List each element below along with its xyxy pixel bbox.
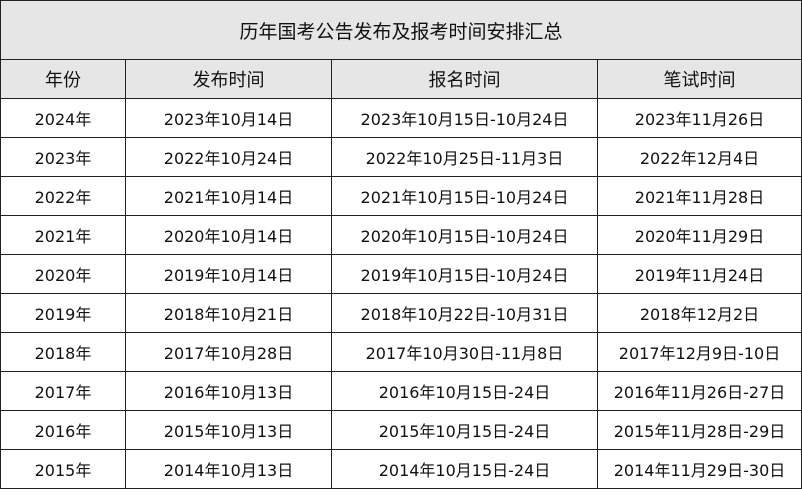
cell-year: 2021年 (0, 215, 126, 255)
cell-exam-date: 2015年11月28日-29日 (596, 410, 802, 450)
table-row: 2016年 2015年10月13日 2015年10月15日-24日 2015年11月2… (0, 410, 802, 450)
table-title: 历年国考公告发布及报考时间安排汇总 (0, 0, 802, 60)
cell-registration-period: 2014年10月15日-24日 (331, 449, 598, 489)
header-row: 年份 发布时间 报名时间 笔试时间 (0, 59, 802, 99)
cell-registration-period: 2015年10月15日-24日 (331, 410, 598, 450)
title-row: 历年国考公告发布及报考时间安排汇总 (0, 0, 802, 60)
cell-exam-date: 2023年11月26日 (596, 98, 802, 138)
cell-registration-period: 2018年10月22日-10月31日 (331, 293, 598, 333)
cell-registration-period: 2023年10月15日-10月24日 (331, 98, 598, 138)
table-row: 2015年 2014年10月13日 2014年10月15日-24日 2014年11月2… (0, 449, 802, 489)
cell-registration-period: 2021年10月15日-10月24日 (331, 176, 598, 216)
cell-exam-date: 2014年11月29日-30日 (596, 449, 802, 489)
cell-registration-period: 2017年10月30日-11月8日 (331, 332, 598, 372)
cell-year: 2017年 (0, 371, 126, 411)
table-row: 2019年 2018年10月21日 2018年10月22日-10月31日 2018年1… (0, 293, 802, 333)
cell-year: 2023年 (0, 137, 126, 177)
cell-year: 2024年 (0, 98, 126, 138)
cell-exam-date: 2022年12月4日 (596, 137, 802, 177)
table-row: 2017年 2016年10月13日 2016年10月15日-24日 2016年11月2… (0, 371, 802, 411)
cell-registration-period: 2019年10月15日-10月24日 (331, 254, 598, 294)
cell-announcement-date: 2021年10月14日 (125, 176, 332, 216)
cell-year: 2019年 (0, 293, 126, 333)
table-row: 2023年 2022年10月24日 2022年10月25日-11月3日 2022年12… (0, 137, 802, 177)
cell-year: 2018年 (0, 332, 126, 372)
header-year: 年份 (0, 59, 126, 99)
cell-announcement-date: 2020年10月14日 (125, 215, 332, 255)
cell-announcement-date: 2017年10月28日 (125, 332, 332, 372)
cell-registration-period: 2016年10月15日-24日 (331, 371, 598, 411)
header-announcement-date: 发布时间 (125, 59, 332, 99)
table-row: 2022年 2021年10月14日 2021年10月15日-10月24日 2021年1… (0, 176, 802, 216)
exam-schedule-table: 历年国考公告发布及报考时间安排汇总 年份 发布时间 报名时间 笔试时间 2024… (0, 0, 802, 489)
table-row: 2020年 2019年10月14日 2019年10月15日-10月24日 2019年1… (0, 254, 802, 294)
header-exam-date: 笔试时间 (596, 59, 802, 99)
cell-announcement-date: 2016年10月13日 (125, 371, 332, 411)
cell-announcement-date: 2023年10月14日 (125, 98, 332, 138)
cell-announcement-date: 2022年10月24日 (125, 137, 332, 177)
table-row: 2021年 2020年10月14日 2020年10月15日-10月24日 2020年1… (0, 215, 802, 255)
cell-year: 2022年 (0, 176, 126, 216)
cell-announcement-date: 2014年10月13日 (125, 449, 332, 489)
cell-year: 2020年 (0, 254, 126, 294)
cell-announcement-date: 2015年10月13日 (125, 410, 332, 450)
table-row: 2018年 2017年10月28日 2017年10月30日-11月8日 2017年12… (0, 332, 802, 372)
cell-registration-period: 2022年10月25日-11月3日 (331, 137, 598, 177)
cell-registration-period: 2020年10月15日-10月24日 (331, 215, 598, 255)
cell-exam-date: 2021年11月28日 (596, 176, 802, 216)
table-row: 2024年 2023年10月14日 2023年10月15日-10月24日 2023年1… (0, 98, 802, 138)
cell-exam-date: 2019年11月24日 (596, 254, 802, 294)
cell-exam-date: 2020年11月29日 (596, 215, 802, 255)
cell-announcement-date: 2018年10月21日 (125, 293, 332, 333)
cell-exam-date: 2017年12月9日-10日 (596, 332, 802, 372)
cell-exam-date: 2016年11月26日-27日 (596, 371, 802, 411)
cell-exam-date: 2018年12月2日 (596, 293, 802, 333)
header-registration-period: 报名时间 (331, 59, 598, 99)
cell-year: 2016年 (0, 410, 126, 450)
cell-announcement-date: 2019年10月14日 (125, 254, 332, 294)
cell-year: 2015年 (0, 449, 126, 489)
